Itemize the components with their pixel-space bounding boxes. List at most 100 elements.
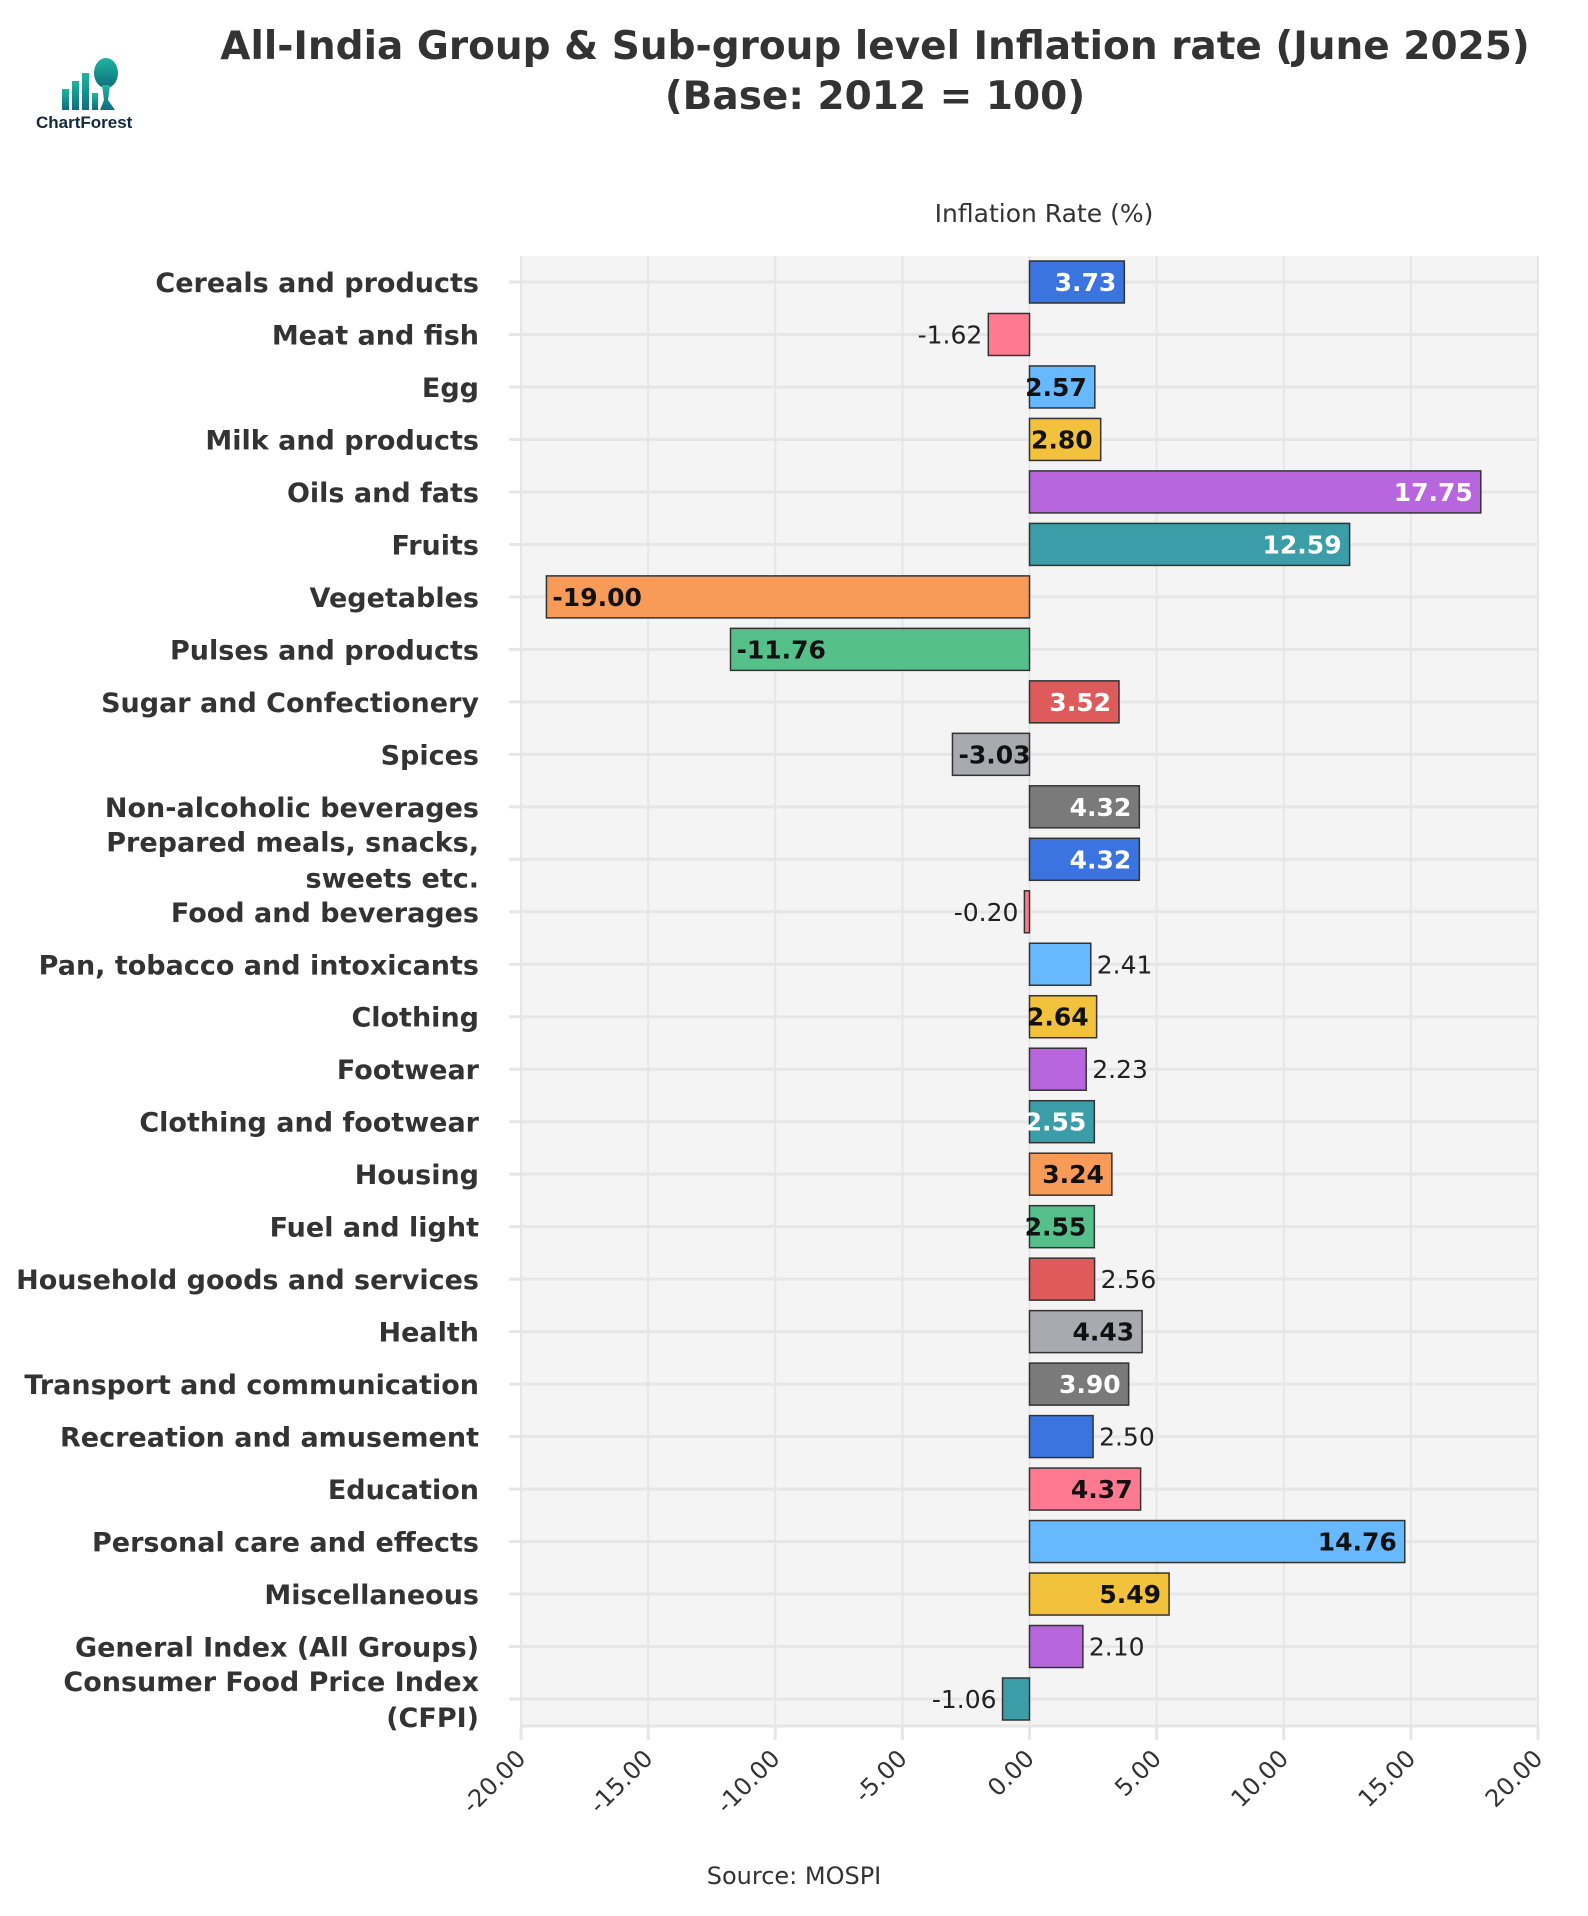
data-label: 2.64 [1027, 1003, 1089, 1032]
data-label: 14.76 [1318, 1528, 1397, 1557]
data-label: 12.59 [1263, 530, 1342, 559]
category-label: Food and beverages [171, 898, 479, 929]
bar [1028, 837, 1141, 882]
x-tick-label: -10.00 [711, 1744, 786, 1819]
category-label: Housing [355, 1160, 479, 1191]
data-label: 4.37 [1071, 1475, 1133, 1504]
category-label: Clothing [351, 1003, 479, 1034]
title-line-2: (Base: 2012 = 100) [664, 74, 1086, 119]
bar [1028, 1467, 1142, 1511]
category-label: Education [328, 1475, 479, 1506]
data-label: 2.50 [1099, 1423, 1155, 1452]
data-label: 2.23 [1092, 1055, 1148, 1084]
data-label: 2.80 [1031, 425, 1093, 454]
data-label: 4.32 [1070, 793, 1132, 822]
category-label: Oils and fats [287, 478, 479, 509]
bar [1028, 522, 1351, 567]
category-label: Egg [422, 373, 479, 404]
bar [951, 732, 1031, 777]
x-tick-label: -5.00 [849, 1744, 913, 1808]
category-label: Pan, tobacco and intoxicants [39, 950, 479, 981]
category-label: Vegetables [310, 583, 479, 614]
data-label: 2.55 [1025, 1213, 1087, 1242]
x-tick-label: -20.00 [457, 1744, 532, 1819]
category-label: Meat and fish [272, 320, 479, 351]
category-label: Pulses and products [170, 635, 479, 666]
category-label: Fuel and light [270, 1213, 480, 1244]
category-label: Footwear [337, 1055, 480, 1086]
bar [1028, 417, 1102, 462]
bar [1028, 1362, 1130, 1406]
bar [1028, 1309, 1143, 1354]
bar [1028, 1414, 1094, 1459]
bar [1028, 785, 1141, 829]
x-tick-label: -15.00 [584, 1744, 659, 1819]
data-label: -11.76 [737, 635, 826, 664]
logo-text: ChartForest [36, 113, 133, 132]
data-label: 4.32 [1070, 845, 1132, 874]
x-tick-label: 5.00 [1109, 1744, 1167, 1802]
bar [545, 575, 1031, 619]
bar [1028, 365, 1096, 409]
category-label: Consumer Food Price Index (CFPI) [63, 1667, 479, 1734]
x-tick-label: 0.00 [982, 1744, 1040, 1802]
x-tick-label: 10.00 [1226, 1744, 1294, 1812]
category-label: Transport and communication [24, 1370, 479, 1401]
category-label: Cereals and products [155, 268, 479, 299]
bar [1028, 1204, 1096, 1249]
category-label: Sugar and Confectionery [101, 688, 479, 719]
data-label: 3.52 [1049, 688, 1111, 717]
data-label: -19.00 [552, 583, 641, 612]
bar [1028, 680, 1120, 724]
category-label: Milk and products [205, 425, 479, 456]
bar [1028, 470, 1482, 514]
category-label: Fruits [392, 530, 480, 561]
bar [1028, 942, 1092, 987]
data-label: -1.06 [932, 1685, 997, 1714]
bar [1023, 890, 1031, 934]
x-axis-title: Inflation Rate (%) [935, 199, 1154, 228]
data-label: 2.57 [1025, 373, 1087, 402]
category-label: Health [378, 1318, 479, 1349]
data-label: 2.56 [1101, 1265, 1157, 1294]
source-note: Source: MOSPI [706, 1862, 882, 1890]
bar [1028, 1572, 1170, 1616]
category-label: General Index (All Groups) [75, 1633, 479, 1664]
bar [1028, 1152, 1113, 1196]
bar [1001, 1677, 1031, 1721]
data-label: 2.10 [1089, 1633, 1145, 1662]
chartforest-logo-icon [62, 58, 118, 110]
bar [1028, 1047, 1087, 1091]
bar [1028, 994, 1098, 1039]
title-line-1: All-India Group & Sub-group level Inflat… [220, 24, 1530, 69]
category-label: Spices [381, 740, 479, 771]
data-label: -1.62 [918, 320, 983, 349]
data-label: 3.24 [1042, 1160, 1104, 1189]
data-label: 5.49 [1099, 1580, 1161, 1609]
data-label: 2.55 [1025, 1108, 1087, 1137]
bar [1028, 260, 1126, 304]
bar [1028, 1099, 1096, 1144]
bar [987, 312, 1031, 357]
data-label: -3.03 [958, 740, 1030, 769]
bar [1028, 1519, 1406, 1564]
category-label: Household goods and services [16, 1265, 479, 1296]
category-label: Personal care and effects [92, 1528, 479, 1559]
category-label: Miscellaneous [264, 1580, 479, 1611]
category-label: Clothing and footwear [139, 1108, 479, 1139]
chart-title: All-India Group & Sub-group level Inflat… [190, 22, 1560, 122]
data-label: 3.90 [1059, 1370, 1121, 1399]
x-tick-label: 20.00 [1480, 1744, 1548, 1812]
data-label: 3.73 [1055, 268, 1117, 297]
bar [729, 627, 1031, 672]
bar [1028, 1257, 1096, 1301]
category-label: Non-alcoholic beverages [105, 793, 479, 824]
category-label: Recreation and amusement [60, 1423, 479, 1454]
data-label: 2.41 [1097, 950, 1153, 979]
category-label: Prepared meals, snacks, sweets etc. [106, 827, 479, 894]
data-label: 17.75 [1394, 478, 1473, 507]
data-label: -0.20 [954, 898, 1019, 927]
data-label: 4.43 [1072, 1318, 1134, 1347]
bar [1028, 1624, 1084, 1669]
